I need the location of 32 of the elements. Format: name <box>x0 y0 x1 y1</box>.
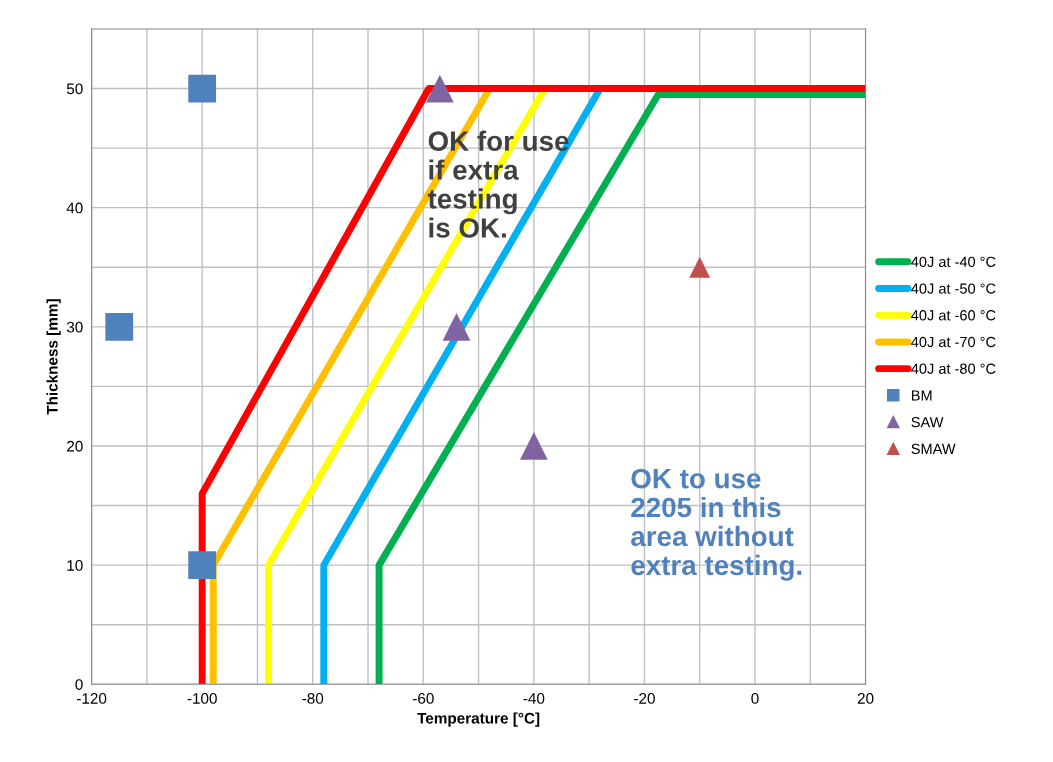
legend-label: BM <box>911 390 932 401</box>
x-axis-title: Temperature [°C] <box>417 712 540 727</box>
y-tick-label: 50 <box>66 83 83 95</box>
y-axis-title: Thickness [mm] <box>46 299 61 415</box>
x-tick-label: 0 <box>751 693 759 704</box>
y-tick-label: 20 <box>67 440 83 452</box>
point <box>105 312 134 341</box>
x-tick-label: 20 <box>857 693 874 704</box>
legend-label: 40J at -50 °C <box>911 283 996 294</box>
y-tick-label: 10 <box>67 559 83 571</box>
legend-label: SAW <box>911 417 944 428</box>
y-tick-label: 40 <box>66 202 83 214</box>
x-tick-label: -20 <box>634 693 655 704</box>
point <box>689 256 711 278</box>
point <box>188 74 217 103</box>
x-tick-label: -40 <box>523 693 545 704</box>
point <box>442 312 471 341</box>
legend-label: 40J at -60 °C <box>911 310 996 321</box>
x-tick-label: -60 <box>412 693 434 704</box>
y-tick-label: 30 <box>66 321 83 333</box>
annotation: OK to use 2205 in this area without extra testing. <box>631 468 802 581</box>
legend-label: 40J at -80 °C <box>911 363 996 374</box>
x-tick-label: -80 <box>302 693 324 704</box>
y-tick-label: 0 <box>75 679 83 690</box>
legend-label: SMAW <box>911 443 956 455</box>
legend-label: 40J at -40 °C <box>911 256 996 268</box>
legend-label: 40J at -70 °C <box>911 336 996 348</box>
point <box>188 551 217 580</box>
point <box>426 74 454 103</box>
point <box>519 432 548 460</box>
x-tick-label: -100 <box>187 693 217 704</box>
x-tick-label: -120 <box>77 693 107 704</box>
